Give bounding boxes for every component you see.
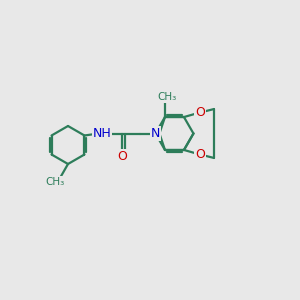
Text: NH: NH <box>93 127 112 140</box>
Text: CH₃: CH₃ <box>157 92 177 102</box>
Text: N: N <box>151 127 160 140</box>
Text: O: O <box>195 106 205 118</box>
Text: O: O <box>118 150 128 163</box>
Text: CH₃: CH₃ <box>45 177 64 187</box>
Text: O: O <box>195 148 205 161</box>
